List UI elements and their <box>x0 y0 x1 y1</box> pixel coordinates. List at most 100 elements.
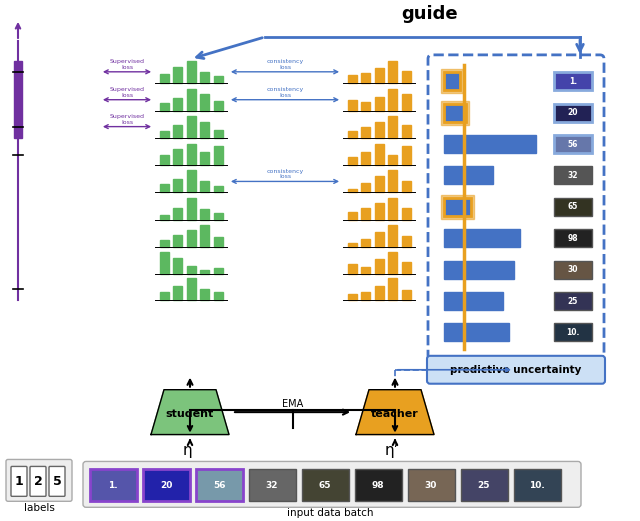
Bar <box>214 76 223 83</box>
Text: consistency
loss: consistency loss <box>266 59 303 70</box>
Bar <box>361 127 370 138</box>
Text: 10.: 10. <box>529 481 545 490</box>
Bar <box>444 229 520 247</box>
Text: 10.: 10. <box>566 328 580 337</box>
Bar <box>200 94 209 110</box>
Bar <box>361 183 370 192</box>
Bar <box>348 264 356 274</box>
Text: 1.: 1. <box>569 77 577 86</box>
Bar <box>173 67 182 83</box>
Text: guide: guide <box>402 5 458 23</box>
Bar <box>143 469 190 501</box>
Bar <box>444 72 460 90</box>
Text: 65: 65 <box>319 481 332 490</box>
Bar <box>200 289 209 300</box>
Bar <box>444 260 514 279</box>
Bar <box>186 230 195 247</box>
Bar <box>388 170 397 192</box>
FancyBboxPatch shape <box>427 356 605 384</box>
Bar <box>214 130 223 138</box>
Bar <box>348 131 356 138</box>
Bar <box>214 146 223 166</box>
Bar <box>514 469 561 501</box>
Bar <box>401 70 410 83</box>
Bar <box>200 72 209 83</box>
Bar <box>159 74 168 83</box>
Bar <box>214 292 223 300</box>
FancyBboxPatch shape <box>11 466 27 497</box>
Bar <box>374 97 383 110</box>
Bar <box>554 198 592 216</box>
Bar <box>200 152 209 166</box>
Bar <box>441 195 474 219</box>
Bar <box>159 103 168 110</box>
Bar <box>186 144 195 166</box>
Text: η: η <box>182 442 192 457</box>
Bar <box>374 122 383 138</box>
Bar <box>214 101 223 110</box>
Bar <box>388 225 397 247</box>
Text: consistency
loss: consistency loss <box>266 169 303 179</box>
Bar <box>401 262 410 274</box>
Bar <box>554 229 592 247</box>
Bar <box>186 199 195 220</box>
Bar <box>444 324 509 341</box>
Bar <box>374 144 383 166</box>
Bar <box>374 259 383 274</box>
Bar <box>200 225 209 247</box>
Bar <box>159 241 168 247</box>
Bar <box>374 68 383 83</box>
Bar <box>374 286 383 300</box>
Bar <box>554 72 592 90</box>
Bar <box>444 135 536 153</box>
Bar <box>361 152 370 166</box>
Bar <box>554 292 592 310</box>
Bar <box>302 469 349 501</box>
FancyBboxPatch shape <box>6 460 72 501</box>
Text: Supervised
loss: Supervised loss <box>109 114 145 125</box>
Bar <box>401 94 410 110</box>
Bar <box>173 207 182 220</box>
Text: 98: 98 <box>372 481 384 490</box>
Bar <box>348 294 356 300</box>
Bar <box>401 208 410 220</box>
Bar <box>173 179 182 192</box>
Bar <box>441 69 463 93</box>
Bar <box>388 89 397 110</box>
Bar <box>173 125 182 138</box>
Bar <box>186 89 195 110</box>
Bar <box>348 76 356 83</box>
Bar <box>186 61 195 83</box>
Text: 1.: 1. <box>108 481 118 490</box>
Bar <box>348 213 356 220</box>
Bar <box>374 176 383 192</box>
Bar <box>173 98 182 110</box>
Bar <box>388 252 397 274</box>
Text: η’: η’ <box>385 442 399 457</box>
Text: labels: labels <box>24 503 54 513</box>
Bar <box>348 243 356 247</box>
Bar <box>159 131 168 138</box>
Text: teacher: teacher <box>371 410 419 419</box>
Text: 1: 1 <box>15 475 24 488</box>
Bar <box>401 181 410 192</box>
Bar <box>401 125 410 138</box>
Text: Supervised
loss: Supervised loss <box>109 59 145 70</box>
Bar <box>186 278 195 300</box>
Bar <box>388 61 397 83</box>
Bar <box>159 215 168 220</box>
Bar <box>444 167 493 184</box>
Text: input data batch: input data batch <box>287 508 373 518</box>
Text: 20: 20 <box>160 481 172 490</box>
Bar <box>554 324 592 341</box>
Bar <box>401 290 410 300</box>
Bar <box>388 116 397 138</box>
Text: 56: 56 <box>212 481 225 490</box>
Text: 2: 2 <box>34 475 42 488</box>
Bar <box>374 203 383 220</box>
Bar <box>200 122 209 138</box>
Bar <box>214 267 223 274</box>
Bar <box>214 185 223 192</box>
Text: student: student <box>166 410 214 419</box>
Bar <box>361 267 370 274</box>
